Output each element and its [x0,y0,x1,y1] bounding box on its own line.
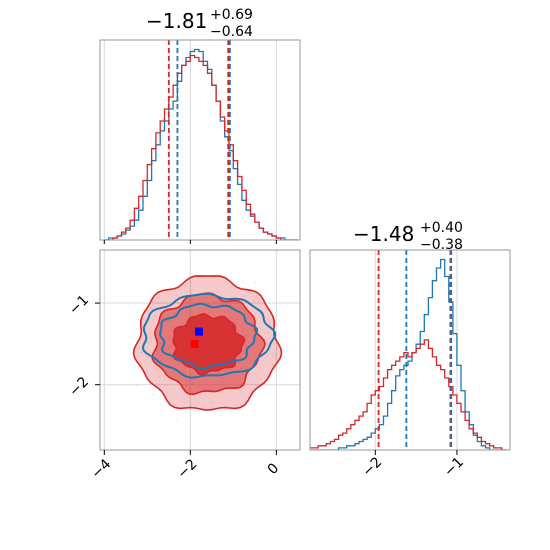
sample-point [244,385,246,387]
x-axis: −2 −1 [360,450,467,480]
histogram-step [104,48,298,240]
sample-point [242,280,245,283]
sample-point [220,414,223,417]
sample-point [135,384,138,387]
y-axis: −1 −2 [66,292,100,400]
sample-point [140,351,143,354]
truth-marker [194,327,203,336]
sample-point [267,331,270,334]
sample-point [254,281,257,284]
marginal-histogram-2: −2 −1 −1.48 +0.40 −0.38 [309,220,511,480]
x-tick-label: −1 [441,454,467,480]
axes-frame [309,249,511,451]
contour-level [159,302,259,371]
x-tick-label: 0 [265,460,283,478]
contour-level [141,292,277,379]
title-minus: −0.64 [210,24,253,40]
sample-point [253,299,255,302]
x-tick-label: −4 [89,456,115,482]
contour-level [172,313,246,376]
truth-markers [190,327,203,348]
histogram-series [104,48,298,240]
sample-point [152,300,154,303]
title-median: −1.81 [146,9,207,33]
x-tick-label: −2 [360,454,386,480]
title-plus: +0.40 [420,220,463,236]
sample-point [152,393,155,396]
sample-point [260,313,262,316]
sample-point [272,364,274,366]
x-tick-marks [103,240,277,244]
y-tick-label: −2 [66,374,92,400]
sample-point [181,397,183,399]
sample-point [177,302,180,304]
sample-point [211,401,214,404]
marginal-histogram-1: −1.81 +0.69 −0.64 [99,7,301,244]
sample-point [157,369,159,371]
y-tick-label: −1 [66,292,92,318]
sample-point [264,338,267,340]
axes-frame [99,249,301,451]
sample-point [175,418,177,421]
sample-point [202,406,204,409]
sample-point [150,330,152,333]
sample-point [244,295,246,297]
quantile-lines [377,250,453,450]
sample-point [272,356,274,358]
sample-point [158,376,161,379]
histogram-step [104,54,298,240]
sample-point [153,315,156,318]
histogram-step [310,339,506,450]
title-minus: −0.38 [420,237,463,253]
contour-series [132,275,283,411]
axes-frame [99,39,301,241]
grid [103,40,277,240]
histogram-series [310,258,506,450]
joint-contour-panel: −4 −2 0 −1 −2 [66,249,301,482]
title-plus: +0.69 [210,7,253,23]
sample-point [144,319,147,322]
x-tick-label: −2 [175,456,201,482]
sample-point [270,345,273,347]
title-median: −1.48 [353,222,414,246]
sample-point [146,342,149,344]
truth-marker [190,339,199,348]
quantile-lines [167,40,231,240]
sample-point [197,411,199,413]
x-axis: −4 −2 0 [89,450,283,482]
